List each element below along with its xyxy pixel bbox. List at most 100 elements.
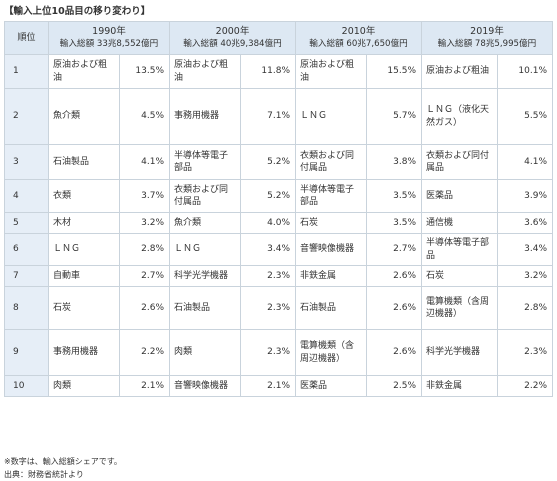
item-name: 石油製品 bbox=[296, 287, 367, 330]
rank-number: 7 bbox=[5, 266, 49, 287]
item-name: 魚介類 bbox=[49, 89, 120, 145]
share-value: 2.2% bbox=[120, 330, 170, 376]
import-total: 輸入総額 40兆9,384億円 bbox=[174, 39, 291, 51]
item-name: 非鉄金属 bbox=[296, 266, 367, 287]
item-name: 肉類 bbox=[49, 376, 120, 397]
share-value: 4.1% bbox=[120, 145, 170, 180]
year-header: 2019年 輸入総額 78兆5,995億円 bbox=[422, 22, 553, 55]
item-name: 衣類および同付属品 bbox=[170, 180, 241, 213]
share-value: 4.5% bbox=[120, 89, 170, 145]
item-name: ＬＮＧ bbox=[296, 89, 367, 145]
share-value: 2.3% bbox=[241, 330, 296, 376]
item-name: 衣類および同付属品 bbox=[296, 145, 367, 180]
share-value: 2.6% bbox=[367, 287, 422, 330]
rank-number: 8 bbox=[5, 287, 49, 330]
item-name: 通信機 bbox=[422, 213, 498, 234]
share-value: 4.0% bbox=[241, 213, 296, 234]
share-value: 3.2% bbox=[120, 213, 170, 234]
share-value: 15.5% bbox=[367, 55, 422, 89]
page-title: 【輸入上位10品目の移り変わり】 bbox=[4, 3, 150, 17]
item-name: 石油製品 bbox=[49, 145, 120, 180]
year-header: 2000年 輸入総額 40兆9,384億円 bbox=[170, 22, 296, 55]
note-source: 出典：財務省統計より bbox=[4, 469, 122, 481]
share-value: 2.1% bbox=[241, 376, 296, 397]
rank-number: 9 bbox=[5, 330, 49, 376]
item-name: 石油製品 bbox=[170, 287, 241, 330]
item-name: 肉類 bbox=[170, 330, 241, 376]
share-value: 2.7% bbox=[120, 266, 170, 287]
item-name: 半導体等電子部品 bbox=[422, 234, 498, 266]
year-header: 2010年 輸入総額 60兆7,650億円 bbox=[296, 22, 422, 55]
share-value: 13.5% bbox=[120, 55, 170, 89]
share-value: 2.6% bbox=[120, 287, 170, 330]
item-name: ＬＮＧ bbox=[170, 234, 241, 266]
item-name: 原油および粗油 bbox=[170, 55, 241, 89]
item-name: 非鉄金属 bbox=[422, 376, 498, 397]
item-name: ＬＮＧ bbox=[49, 234, 120, 266]
share-value: 5.7% bbox=[367, 89, 422, 145]
item-name: 半導体等電子部品 bbox=[296, 180, 367, 213]
share-value: 5.2% bbox=[241, 145, 296, 180]
import-total: 輸入総額 78兆5,995億円 bbox=[426, 39, 548, 51]
item-name: 自動車 bbox=[49, 266, 120, 287]
share-value: 2.8% bbox=[498, 287, 553, 330]
share-value: 2.2% bbox=[498, 376, 553, 397]
item-name: 原油および粗油 bbox=[49, 55, 120, 89]
item-name: 原油および粗油 bbox=[296, 55, 367, 89]
rank-number: 3 bbox=[5, 145, 49, 180]
rank-number: 10 bbox=[5, 376, 49, 397]
item-name: 電算機類（含周辺機器） bbox=[296, 330, 367, 376]
item-name: 石炭 bbox=[296, 213, 367, 234]
rank-number: 2 bbox=[5, 89, 49, 145]
share-value: 2.1% bbox=[120, 376, 170, 397]
share-value: 3.4% bbox=[498, 234, 553, 266]
rank-number: 6 bbox=[5, 234, 49, 266]
item-name: 石炭 bbox=[422, 266, 498, 287]
share-value: 3.7% bbox=[120, 180, 170, 213]
item-name: 科学光学機器 bbox=[422, 330, 498, 376]
share-value: 10.1% bbox=[498, 55, 553, 89]
share-value: 11.8% bbox=[241, 55, 296, 89]
share-value: 2.6% bbox=[367, 330, 422, 376]
share-value: 5.2% bbox=[241, 180, 296, 213]
item-name: 音響映像機器 bbox=[170, 376, 241, 397]
item-name: 医薬品 bbox=[296, 376, 367, 397]
item-name: 衣類および同付属品 bbox=[422, 145, 498, 180]
item-name: 木材 bbox=[49, 213, 120, 234]
share-value: 3.8% bbox=[367, 145, 422, 180]
item-name: 医薬品 bbox=[422, 180, 498, 213]
rank-number: 1 bbox=[5, 55, 49, 89]
share-value: 3.5% bbox=[367, 180, 422, 213]
item-name: 音響映像機器 bbox=[296, 234, 367, 266]
item-name: 電算機類（含周辺機器） bbox=[422, 287, 498, 330]
share-value: 2.3% bbox=[241, 287, 296, 330]
share-value: 4.1% bbox=[498, 145, 553, 180]
footnotes: ※数字は、輸入総額シェアです。 出典：財務省統計より bbox=[4, 456, 122, 481]
import-total: 輸入総額 33兆8,552億円 bbox=[53, 39, 165, 51]
share-value: 2.3% bbox=[241, 266, 296, 287]
table-header-row: 順位 1990年 輸入総額 33兆8,552億円 2000年 輸入総額 40兆9… bbox=[5, 22, 553, 55]
share-value: 3.6% bbox=[498, 213, 553, 234]
item-name: 半導体等電子部品 bbox=[170, 145, 241, 180]
item-name: 石炭 bbox=[49, 287, 120, 330]
item-name: 衣類 bbox=[49, 180, 120, 213]
share-value: 7.1% bbox=[241, 89, 296, 145]
item-name: 事務用機器 bbox=[170, 89, 241, 145]
item-name: 魚介類 bbox=[170, 213, 241, 234]
year-label: 2010年 bbox=[300, 26, 417, 39]
rank-header: 順位 bbox=[5, 22, 49, 55]
share-value: 5.5% bbox=[498, 89, 553, 145]
item-name: 事務用機器 bbox=[49, 330, 120, 376]
import-ranking-table: 順位 1990年 輸入総額 33兆8,552億円 2000年 輸入総額 40兆9… bbox=[4, 21, 553, 397]
rank-number: 4 bbox=[5, 180, 49, 213]
year-label: 1990年 bbox=[53, 26, 165, 39]
